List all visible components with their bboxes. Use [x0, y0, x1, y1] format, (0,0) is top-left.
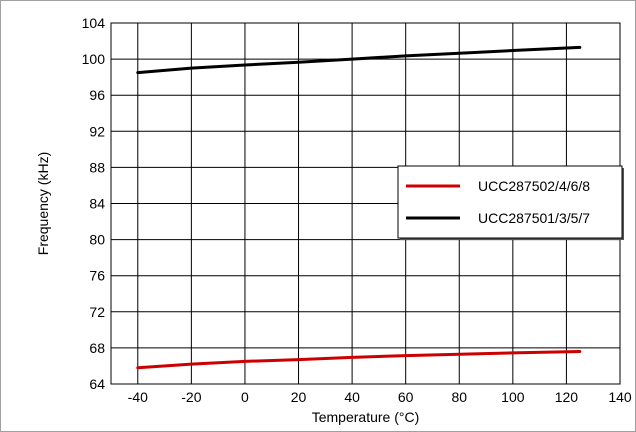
x-tick-label: 0: [241, 389, 249, 405]
y-tick-label: 84: [89, 196, 105, 212]
series-line-2: [138, 47, 580, 72]
y-tick-label: 100: [82, 51, 106, 67]
series-line-1: [138, 352, 580, 368]
legend-box: [398, 166, 622, 238]
y-tick-label: 104: [82, 15, 106, 31]
x-tick-label: 60: [398, 389, 414, 405]
y-tick-label: 64: [89, 376, 105, 392]
x-tick-label: 100: [501, 389, 525, 405]
y-tick-label: 92: [89, 123, 105, 139]
legend: UCC287502/4/6/8 UCC287501/3/5/7: [398, 166, 624, 240]
y-axis-title: Frequency (kHz): [35, 152, 51, 255]
y-tick-label: 80: [89, 232, 105, 248]
legend-label-2: UCC287501/3/5/7: [478, 210, 590, 226]
x-tick-label: -40: [128, 389, 148, 405]
x-tick-label: 120: [555, 389, 579, 405]
x-tick-label: -20: [181, 389, 201, 405]
y-tick-label: 96: [89, 87, 105, 103]
x-tick-label: 20: [291, 389, 307, 405]
x-tick-label: 40: [344, 389, 360, 405]
y-tick-label: 76: [89, 268, 105, 284]
y-tick-label: 68: [89, 340, 105, 356]
y-tick-label: 72: [89, 304, 105, 320]
legend-label-1: UCC287502/4/6/8: [478, 178, 590, 194]
x-axis-title: Temperature (°C): [312, 409, 420, 425]
y-tick-label: 88: [89, 159, 105, 175]
x-tick-label: 80: [451, 389, 467, 405]
x-tick-label: 140: [608, 389, 632, 405]
